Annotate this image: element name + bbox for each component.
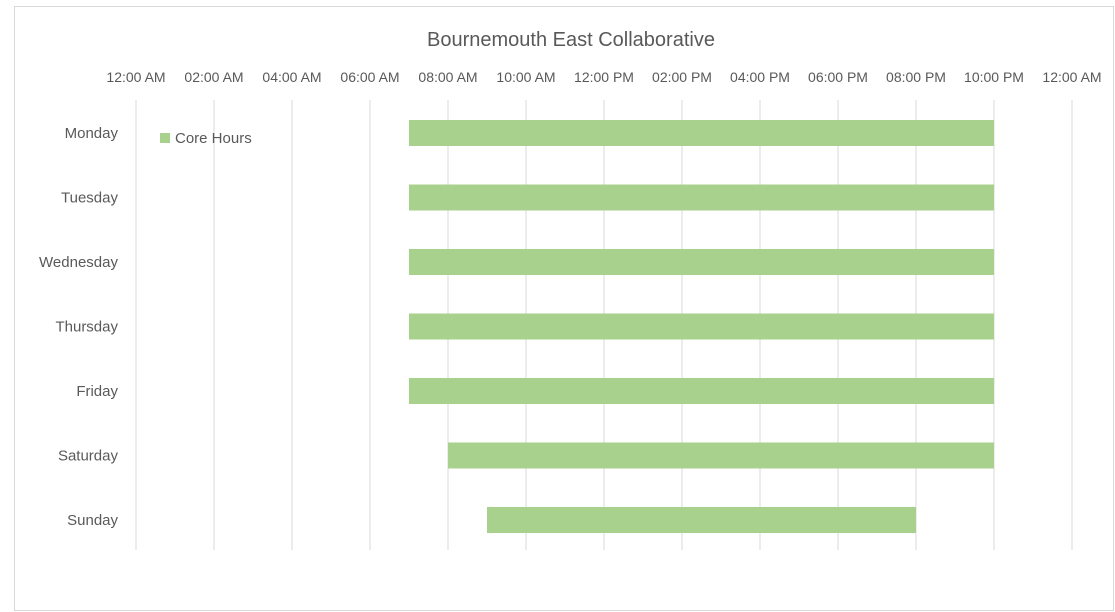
- x-tick-label: 02:00 PM: [652, 69, 712, 85]
- bar-sunday: [487, 507, 916, 533]
- y-category-label-sunday: Sunday: [67, 512, 118, 529]
- x-axis-ticks: 12:00 AM 02:00 AM 04:00 AM 06:00 AM 08:00 AM…: [106, 69, 1101, 85]
- bar-monday: [409, 120, 994, 146]
- x-tick-label: 08:00 AM: [418, 69, 477, 85]
- y-category-label-thursday: Thursday: [55, 319, 118, 336]
- x-tick-label: 04:00 PM: [730, 69, 790, 85]
- x-tick-label: 06:00 AM: [340, 69, 399, 85]
- x-tick-label: 08:00 PM: [886, 69, 946, 85]
- y-category-label-friday: Friday: [76, 383, 118, 400]
- y-category-label-saturday: Saturday: [58, 448, 119, 465]
- x-tick-label: 10:00 PM: [964, 69, 1024, 85]
- x-tick-label: 12:00 AM: [1042, 69, 1101, 85]
- x-tick-label: 02:00 AM: [184, 69, 243, 85]
- legend-swatch: [160, 133, 170, 143]
- bars: [409, 120, 994, 533]
- x-tick-label: 12:00 AM: [106, 69, 165, 85]
- chart-title: Bournemouth East Collaborative: [427, 29, 715, 51]
- y-category-label-wednesday: Wednesday: [39, 254, 118, 271]
- y-axis-categories: Monday Tuesday Wednesday Thursday Friday Satu…: [39, 125, 118, 529]
- bar-thursday: [409, 313, 994, 340]
- bar-friday: [409, 378, 994, 404]
- y-category-label-tuesday: Tuesday: [61, 190, 118, 207]
- x-tick-label: 04:00 AM: [262, 69, 321, 85]
- bar-saturday: [448, 442, 994, 469]
- y-category-label-monday: Monday: [65, 125, 119, 142]
- legend-label-core-hours: Core Hours: [175, 130, 252, 147]
- bar-tuesday: [409, 184, 994, 211]
- x-tick-label: 10:00 AM: [496, 69, 555, 85]
- legend: Core Hours: [160, 130, 252, 147]
- x-tick-label: 12:00 PM: [574, 69, 634, 85]
- bar-wednesday: [409, 249, 994, 275]
- x-tick-label: 06:00 PM: [808, 69, 868, 85]
